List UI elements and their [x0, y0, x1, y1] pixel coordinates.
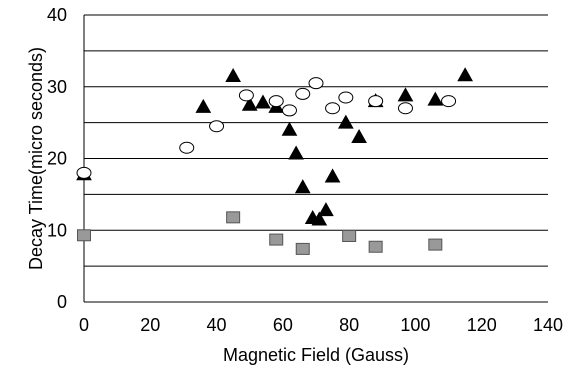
y-tick-label: 10	[47, 220, 67, 240]
triangle-point	[397, 87, 414, 102]
series-square	[77, 211, 443, 255]
circle-point	[76, 166, 92, 179]
x-tick-label: 120	[467, 315, 497, 335]
triangle-point	[255, 94, 271, 109]
series-triangle	[76, 67, 473, 226]
triangle-point	[351, 128, 367, 143]
circle-point	[338, 91, 354, 104]
triangle-point	[337, 114, 354, 129]
triangle-point	[225, 67, 241, 82]
circle-point	[295, 87, 311, 100]
triangle-point	[427, 91, 444, 106]
square-point	[226, 211, 241, 224]
circle-point	[368, 95, 384, 108]
square-point	[269, 233, 284, 246]
x-tick-label: 40	[207, 315, 227, 335]
triangle-point	[241, 96, 258, 111]
gridlines	[84, 14, 548, 267]
data-series	[76, 67, 473, 255]
circle-point	[179, 141, 195, 154]
circle-point	[209, 120, 225, 133]
square-point	[77, 229, 91, 242]
triangle-point	[288, 145, 304, 160]
x-tick-label: 100	[400, 315, 430, 335]
circle-point	[308, 77, 324, 90]
triangle-point	[311, 211, 328, 226]
y-tick-label: 30	[47, 77, 67, 97]
triangle-point	[457, 67, 473, 82]
series-circle	[76, 77, 457, 179]
y-tick-labels: 0 10 20 30 40	[47, 5, 67, 312]
x-tick-labels: 0 20 40 60 80 100 120 140	[79, 315, 563, 335]
y-tick-label: 0	[57, 292, 67, 312]
x-tick-label: 140	[533, 315, 563, 335]
y-axis-title: Decay Time(micro seconds)	[26, 47, 46, 270]
square-point	[428, 238, 443, 251]
x-tick-label: 20	[140, 315, 160, 335]
square-point	[368, 240, 383, 253]
triangle-point	[294, 179, 311, 194]
x-tick-label: 60	[273, 315, 293, 335]
square-point	[342, 229, 357, 242]
circle-point	[268, 95, 284, 108]
square-point	[295, 242, 310, 255]
triangle-point	[318, 202, 334, 217]
triangle-point	[324, 168, 341, 183]
triangle-point	[281, 121, 298, 136]
circle-point	[281, 104, 297, 117]
x-tick-label: 80	[339, 315, 359, 335]
y-tick-label: 40	[47, 5, 67, 25]
circle-point	[325, 102, 341, 115]
circle-point	[397, 102, 413, 115]
triangle-point	[195, 98, 212, 113]
circle-point	[238, 89, 254, 102]
x-axis-title: Magnetic Field (Gauss)	[223, 345, 409, 365]
y-tick-label: 20	[47, 149, 67, 169]
circle-point	[441, 95, 457, 108]
x-tick-label: 0	[79, 315, 89, 335]
